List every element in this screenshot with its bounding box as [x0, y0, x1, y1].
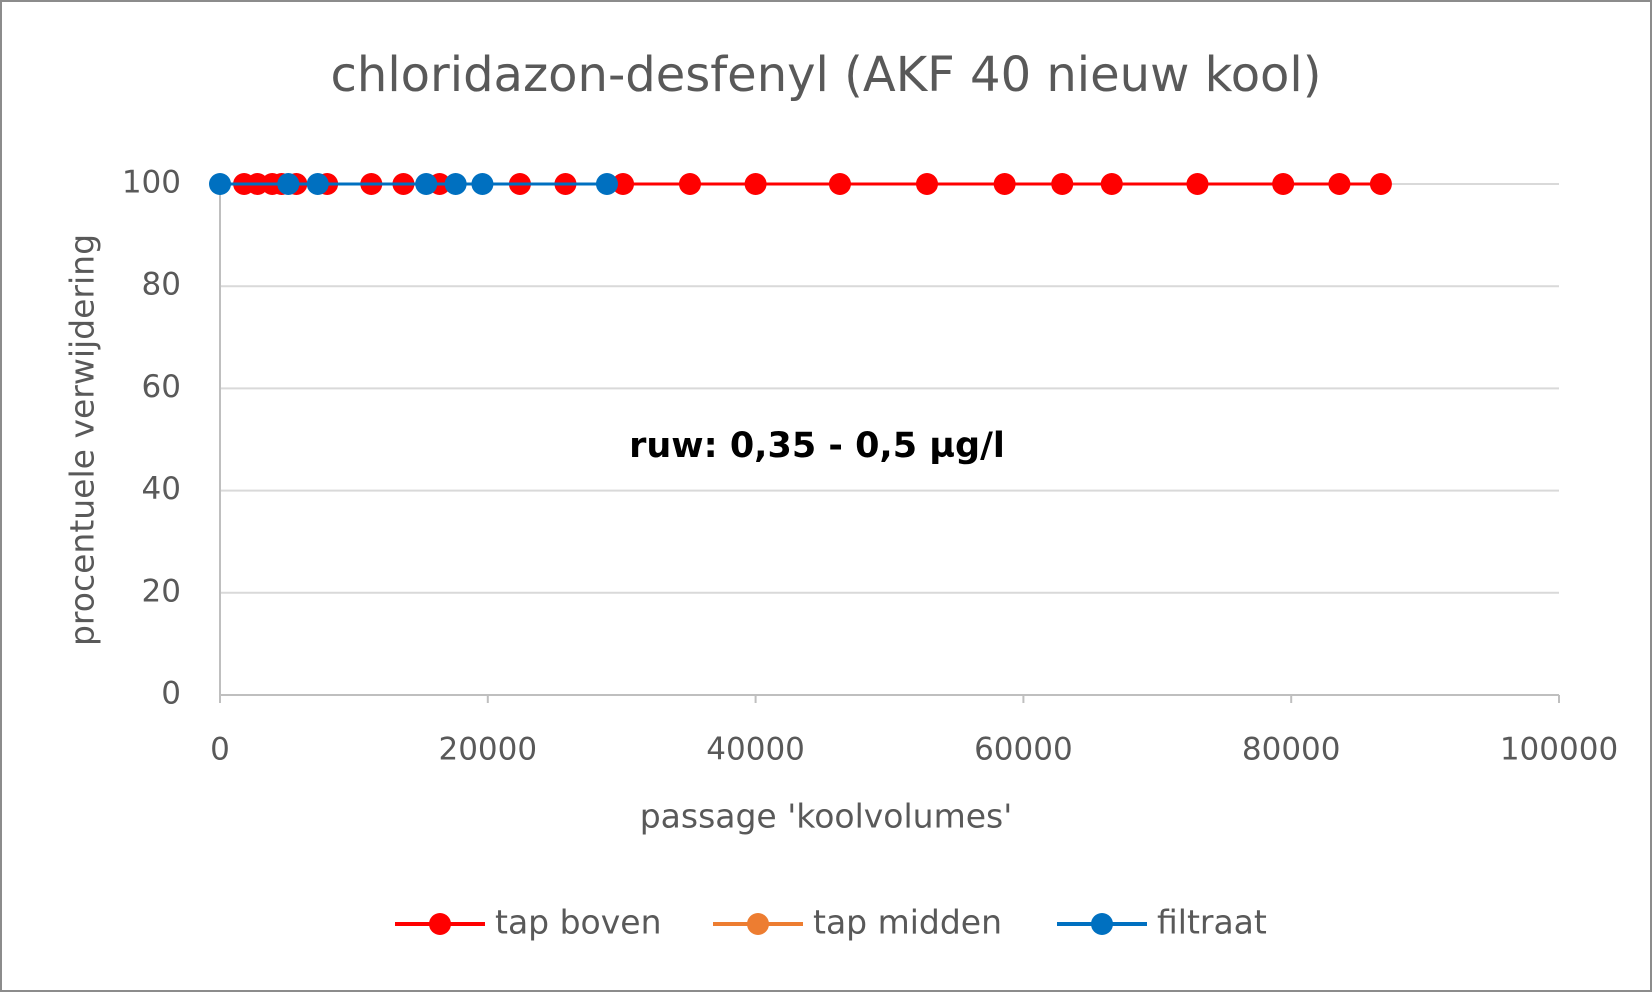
x-axis-label: passage 'koolvolumes' — [640, 797, 1013, 836]
x-tick-label: 0 — [210, 732, 230, 768]
data-point — [1328, 173, 1351, 195]
data-point — [1272, 173, 1295, 195]
x-tick-label: 100000 — [1500, 732, 1618, 768]
x-tick-label: 40000 — [706, 732, 805, 768]
legend-label: filtraat — [1157, 903, 1267, 942]
data-point — [306, 173, 329, 195]
legend-label: tap boven — [495, 903, 661, 942]
data-point — [1369, 173, 1392, 195]
data-point — [595, 173, 618, 195]
data-point — [744, 173, 767, 195]
data-point — [1051, 173, 1074, 195]
legend-marker — [1091, 913, 1113, 935]
y-tick-label: 0 — [161, 676, 181, 712]
x-tick-label: 60000 — [974, 732, 1073, 768]
annotation: ruw: 0,35 - 0,5 µg/l — [629, 426, 1005, 466]
data-point — [993, 173, 1016, 195]
y-tick-label: 80 — [142, 267, 181, 303]
data-point — [828, 173, 851, 195]
data-point — [471, 173, 494, 195]
y-tick-label: 20 — [142, 573, 181, 609]
data-point — [209, 173, 231, 195]
data-point — [1100, 173, 1123, 195]
data-point — [678, 173, 701, 195]
data-point — [1186, 173, 1209, 195]
data-point — [277, 173, 300, 195]
data-point — [415, 173, 438, 195]
legend-label: tap midden — [813, 903, 1002, 942]
y-tick-label: 100 — [122, 165, 181, 201]
data-point — [612, 173, 635, 195]
data-point — [915, 173, 938, 195]
y-tick-label: 40 — [142, 471, 181, 507]
y-axis-label: procentuele verwijdering — [63, 234, 102, 646]
x-tick-label: 20000 — [438, 732, 537, 768]
y-tick-label: 60 — [142, 369, 181, 405]
legend-marker — [747, 913, 769, 935]
x-tick-label: 80000 — [1242, 732, 1341, 768]
legend-marker — [429, 913, 451, 935]
chart-title: chloridazon-desfenyl (AKF 40 nieuw kool) — [331, 47, 1322, 103]
data-point — [444, 173, 467, 195]
